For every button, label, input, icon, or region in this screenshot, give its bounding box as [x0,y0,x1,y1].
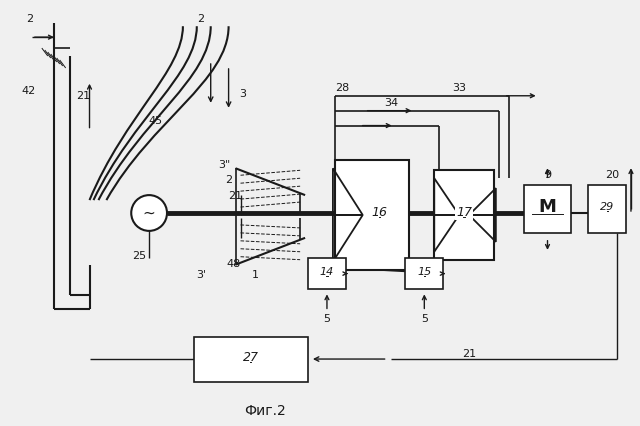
Text: 21: 21 [228,191,243,201]
Text: 3": 3" [218,160,231,170]
Text: 3: 3 [239,89,246,99]
Bar [524,185,572,233]
Text: 29: 29 [600,202,614,212]
Bar [405,258,443,290]
Circle shape [131,195,167,231]
Bar [194,337,308,382]
Bar [435,170,494,260]
Bar [588,185,626,233]
Text: 16: 16 [372,205,388,219]
Text: 42: 42 [22,86,36,96]
Text: 17: 17 [456,205,472,219]
Text: 5: 5 [421,314,428,324]
Text: 21: 21 [77,91,91,101]
Text: 9: 9 [544,170,551,180]
Text: M: M [539,198,556,216]
Text: 2: 2 [197,14,204,24]
Text: 20: 20 [605,170,619,180]
Text: 45: 45 [148,115,162,126]
Text: 27: 27 [243,351,259,363]
Text: 21: 21 [462,349,476,359]
Text: ~: ~ [143,205,156,221]
Text: 34: 34 [385,98,399,108]
Text: 1: 1 [252,270,259,279]
Text: 33: 33 [452,83,466,93]
Text: Фиг.2: Фиг.2 [244,404,286,418]
Bar [335,160,410,270]
Text: 25: 25 [132,251,147,261]
Text: 2: 2 [225,175,232,185]
Text: 5: 5 [323,314,330,324]
Text: 14: 14 [320,267,334,276]
Text: 48: 48 [227,259,241,269]
Text: 2: 2 [26,14,33,24]
Bar [308,258,346,290]
Text: 3': 3' [196,270,206,279]
Text: 28: 28 [335,83,349,93]
Text: 15: 15 [417,267,431,276]
